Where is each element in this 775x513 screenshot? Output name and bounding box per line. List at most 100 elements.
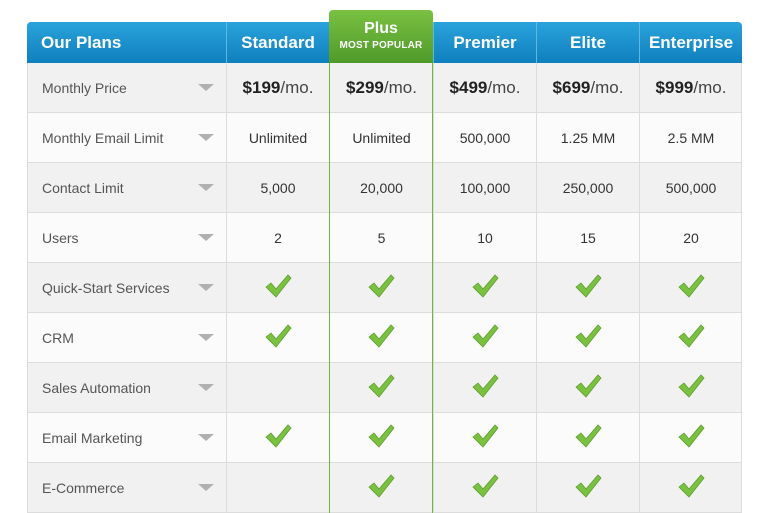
cell-value: 2.5 MM (667, 129, 715, 146)
chevron-down-icon[interactable] (198, 134, 214, 141)
plans-comparison-table: Our Plans Standard Plus MOST POPULAR Pre… (27, 10, 742, 513)
cell-value: 1.25 MM (560, 129, 616, 146)
cell-enterprise (639, 313, 742, 362)
most-popular-badge: MOST POPULAR (339, 40, 423, 51)
cell-plus: $299/mo. (329, 63, 433, 112)
cell-standard: 5,000 (226, 163, 329, 212)
feature-label-text: Monthly Email Limit (42, 129, 164, 146)
feature-label: Monthly Email Limit (28, 113, 227, 162)
chevron-down-icon[interactable] (198, 234, 214, 241)
checkmark-icon (471, 324, 499, 351)
chevron-down-icon[interactable] (198, 184, 214, 191)
cell-plus: Unlimited (329, 113, 433, 162)
price-suffix: /mo. (693, 77, 727, 97)
feature-label-text: Users (42, 229, 79, 246)
cell-value: 2 (274, 229, 282, 246)
feature-label-text: Quick-Start Services (42, 279, 170, 296)
cell-value: 500,000 (665, 179, 717, 196)
cell-standard (226, 413, 329, 462)
feature-label-text: Email Marketing (42, 429, 143, 446)
cell-elite (536, 363, 639, 412)
cell-plus (329, 263, 433, 312)
cell-premier: $499/mo. (433, 63, 536, 112)
feature-row: Email Marketing (27, 413, 742, 463)
price-amount: $999 (655, 77, 694, 97)
cell-premier (433, 313, 536, 362)
feature-label: Monthly Price (28, 63, 227, 112)
cell-premier (433, 363, 536, 412)
cell-premier (433, 413, 536, 462)
plan-header-standard: Standard (226, 22, 329, 63)
cell-enterprise (639, 363, 742, 412)
price-suffix: /mo. (280, 77, 314, 97)
cell-value: 20,000 (360, 179, 403, 196)
checkmark-icon (574, 474, 602, 501)
feature-row: Sales Automation (27, 363, 742, 413)
checkmark-icon (471, 474, 499, 501)
chevron-down-icon[interactable] (198, 334, 214, 341)
plan-header-premier: Premier (433, 22, 536, 63)
checkmark-icon (471, 374, 499, 401)
cell-standard (226, 263, 329, 312)
cell-enterprise: 20 (639, 213, 742, 262)
checkmark-icon (264, 274, 292, 301)
cell-enterprise: 500,000 (639, 163, 742, 212)
chevron-down-icon[interactable] (198, 484, 214, 491)
checkmark-icon (471, 274, 499, 301)
checkmark-icon (368, 474, 395, 501)
checkmark-icon (368, 324, 395, 351)
checkmark-icon (677, 324, 705, 351)
cell-standard (226, 313, 329, 362)
feature-label: Users (28, 213, 227, 262)
cell-value: 100,000 (459, 179, 511, 196)
checkmark-icon (574, 424, 602, 451)
checkmark-icon (368, 374, 395, 401)
feature-label-text: Monthly Price (42, 79, 127, 96)
cell-value: Unlimited (248, 129, 308, 146)
chevron-down-icon[interactable] (198, 384, 214, 391)
feature-label-text: E-Commerce (42, 479, 125, 496)
checkmark-icon (574, 324, 602, 351)
cell-elite (536, 313, 639, 362)
price-amount: $499 (449, 77, 488, 97)
feature-row: Monthly Price $199/mo. $299/mo. $499/mo. $69… (27, 63, 742, 113)
cell-value: Unlimited (352, 129, 411, 146)
feature-label: Sales Automation (28, 363, 227, 412)
cell-premier: 500,000 (433, 113, 536, 162)
feature-row: Users 2 5 10 15 20 (27, 213, 742, 263)
feature-label: Email Marketing (28, 413, 227, 462)
chevron-down-icon[interactable] (198, 284, 214, 291)
price-suffix: /mo. (383, 77, 417, 97)
feature-label: Contact Limit (28, 163, 227, 212)
chevron-down-icon[interactable] (198, 434, 214, 441)
cell-plus: 20,000 (329, 163, 433, 212)
checkmark-icon (368, 424, 395, 451)
checkmark-icon (264, 424, 292, 451)
cell-standard: Unlimited (226, 113, 329, 162)
cell-plus: 5 (329, 213, 433, 262)
cell-value: 5 (377, 229, 386, 246)
cell-value: 5,000 (260, 179, 296, 196)
cell-premier: 100,000 (433, 163, 536, 212)
cell-premier: 10 (433, 213, 536, 262)
checkmark-icon (264, 324, 292, 351)
cell-enterprise (639, 413, 742, 462)
cell-value: 250,000 (562, 179, 614, 196)
chevron-down-icon[interactable] (198, 84, 214, 91)
checkmark-icon (471, 424, 499, 451)
cell-value: 500,000 (459, 129, 511, 146)
cell-enterprise (639, 463, 742, 512)
cell-elite (536, 463, 639, 512)
checkmark-icon (677, 274, 705, 301)
cell-plus (329, 463, 433, 512)
checkmark-icon (368, 274, 395, 301)
feature-row: Quick-Start Services (27, 263, 742, 313)
feature-label-text: Sales Automation (42, 379, 151, 396)
plan-header-elite: Elite (536, 22, 639, 63)
feature-label: Quick-Start Services (28, 263, 227, 312)
cell-standard (226, 363, 329, 412)
feature-label-text: CRM (42, 329, 74, 346)
price-suffix: /mo. (590, 77, 624, 97)
cell-standard (226, 463, 329, 512)
cell-plus (329, 363, 433, 412)
